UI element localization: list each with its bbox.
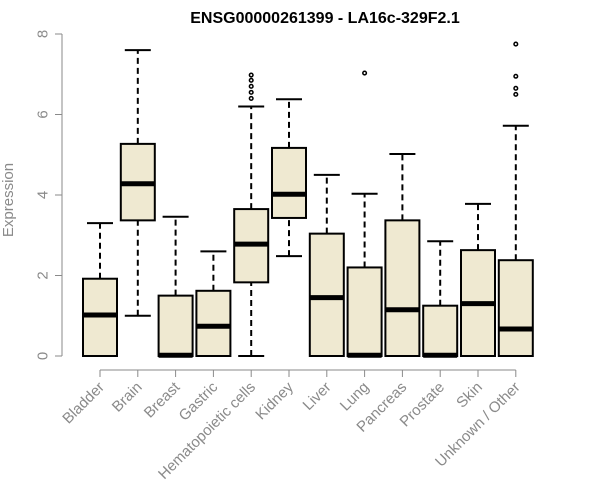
outlier-point-0	[513, 91, 519, 97]
y-tick-label-4: 4	[34, 191, 51, 199]
box-group-lung	[346, 70, 383, 358]
iqr-box	[308, 232, 345, 357]
iqr-box	[195, 289, 232, 358]
outlier-point-0	[362, 70, 368, 76]
box-group-bladder	[82, 222, 118, 357]
box-group-skin	[460, 202, 496, 357]
x-tick-label-skin: Skin	[453, 379, 486, 412]
iqr-box	[346, 266, 383, 358]
box-group-unknown-other	[497, 41, 534, 357]
box-group-prostate	[422, 240, 459, 358]
box-group-kidney	[271, 98, 307, 258]
y-axis: 0 2 4 6 8	[34, 30, 63, 360]
box-group-liver	[308, 173, 345, 357]
box-group-hematopoietic-cells	[233, 72, 270, 357]
y-tick-label-0: 0	[34, 352, 51, 360]
box-group-brain	[119, 49, 156, 317]
x-tick-label-bladder: Bladder	[59, 379, 108, 428]
y-tick-label-6: 6	[34, 110, 51, 118]
outlier-point-1	[248, 89, 254, 95]
outlier-point-0	[248, 95, 254, 101]
outlier-point-3	[513, 41, 519, 47]
box-group-breast	[157, 215, 194, 358]
x-tick-label-liver: Liver	[300, 379, 335, 414]
outlier-point-4	[248, 72, 254, 78]
y-axis-label: Expression	[0, 163, 17, 237]
iqr-box	[422, 304, 459, 357]
y-tick-label-8: 8	[34, 30, 51, 38]
outlier-point-2	[248, 83, 254, 89]
boxes	[82, 41, 534, 358]
iqr-box	[157, 294, 194, 357]
x-tick-label-kidney: Kidney	[252, 378, 297, 423]
y-tick-label-2: 2	[34, 271, 51, 279]
box-group-pancreas	[384, 152, 421, 357]
chart-title: ENSG00000261399 - LA16c-329F2.1	[190, 10, 460, 27]
outlier-point-3	[248, 77, 254, 83]
outlier-point-1	[513, 85, 519, 91]
iqr-box	[497, 259, 534, 357]
box-group-gastric	[195, 250, 232, 358]
iqr-box	[271, 146, 307, 219]
iqr-box	[384, 219, 421, 357]
outlier-point-2	[513, 73, 519, 79]
